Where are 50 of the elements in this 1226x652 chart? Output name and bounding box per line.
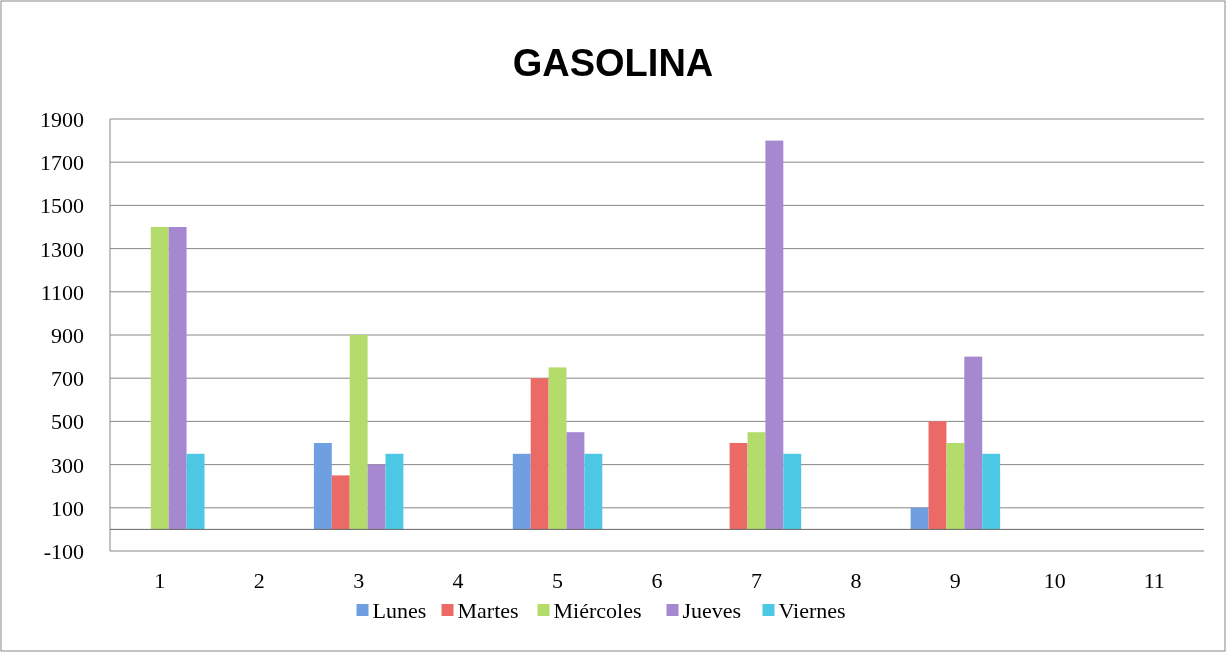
bar [946,443,965,530]
y-tick-label: 1100 [40,279,84,305]
legend-label: Jueves [682,598,742,623]
x-tick-label: 10 [1043,568,1066,593]
y-tick-label: 100 [51,495,84,521]
chart-title: GASOLINA [512,42,714,84]
bar [349,335,368,530]
bar [910,507,929,530]
y-tick-label: 1300 [40,236,84,262]
x-tick-label: 6 [651,568,663,593]
legend-label: Viernes [778,598,846,623]
x-tick-label: 3 [353,568,365,593]
x-tick-label: 4 [452,568,464,593]
y-tick-label: 300 [51,452,84,478]
bar [530,378,549,530]
x-tick-label: 2 [253,568,265,593]
bar [313,443,332,530]
legend-label: Lunes [372,598,427,623]
bar [584,453,603,530]
bar [385,453,404,530]
y-tick-label: 1500 [40,193,84,219]
x-tick-label: 1 [154,568,166,593]
x-tick-label: 7 [750,568,762,593]
x-tick-label: 5 [552,568,564,593]
y-tick-label: 1900 [40,107,84,132]
bar [150,227,169,530]
bar [548,367,567,530]
bar [982,453,1001,530]
bar [512,453,531,530]
x-tick-label: 8 [850,568,862,593]
bar [783,453,802,530]
y-tick-label: 900 [51,323,84,348]
y-tick-label: -100 [43,539,84,564]
bar [367,464,386,530]
y-tick-label: 500 [51,409,84,435]
bar [331,475,350,530]
bar [566,432,585,530]
legend-label: Miércoles [553,598,642,623]
bar [186,453,205,530]
bar [747,432,766,530]
bar [765,140,784,530]
bar [964,356,983,530]
x-tick-label: 11 [1143,568,1165,593]
bar [729,443,748,530]
x-tick-label: 9 [949,568,961,593]
y-tick-label: 1700 [40,150,84,176]
legend-label: Martes [457,598,519,623]
y-tick-label: 700 [51,366,84,392]
bar [928,421,947,530]
bar [168,227,187,530]
